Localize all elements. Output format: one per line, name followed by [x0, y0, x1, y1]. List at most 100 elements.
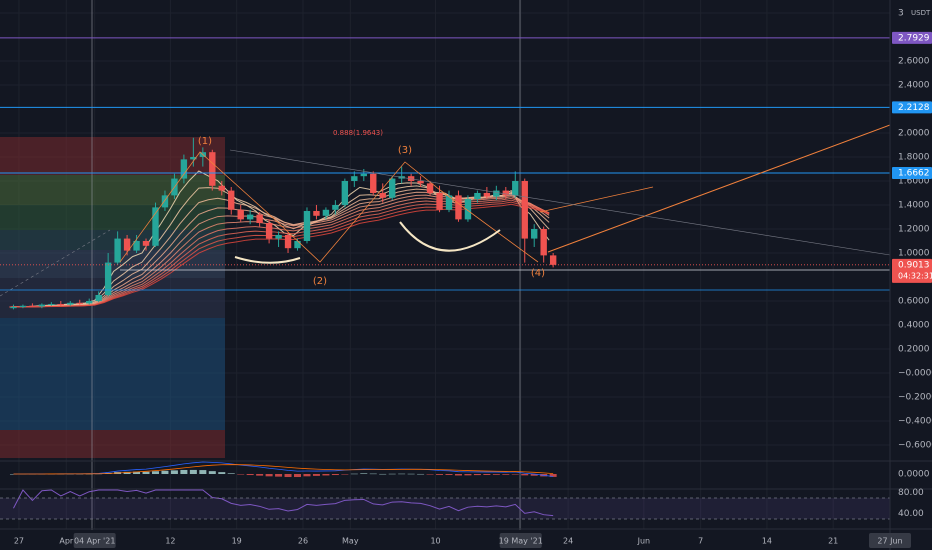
price-tag: [892, 31, 932, 44]
candle-body: [512, 180, 519, 196]
macd-bar: [341, 474, 349, 475]
fib-zone: [0, 137, 225, 175]
rsi-tick-label: 80.00: [898, 488, 924, 498]
rsi-line: [13, 489, 554, 517]
macd-bar: [369, 473, 377, 475]
rsi-tick-label: 40.00: [898, 509, 924, 519]
candle-body: [464, 198, 472, 220]
macd-bar: [294, 474, 302, 478]
fib-zone: [0, 318, 225, 430]
price-tag-label: 2.2128: [898, 103, 930, 113]
wave-label: (4): [531, 268, 545, 279]
macd-bar: [161, 470, 169, 474]
y-tick-label: 3: [898, 8, 904, 18]
macd-bar: [521, 474, 529, 476]
macd-bar: [123, 471, 131, 474]
candle-body: [540, 228, 547, 256]
candle-body: [142, 240, 150, 246]
macd-bar: [502, 474, 510, 475]
macd-bar: [142, 471, 150, 474]
y-tick-label: −0.6000: [898, 440, 932, 450]
fib-zone: [0, 230, 225, 250]
candle-body: [483, 192, 491, 197]
candle-body: [180, 159, 188, 179]
y-tick-label: 1.6000: [898, 176, 930, 186]
candle-body: [303, 210, 311, 241]
drawings: [0, 124, 891, 297]
fib-extension-label: 0.888(1.9643): [333, 129, 383, 137]
macd-bar: [379, 473, 387, 475]
y-tick-label: −0.0000: [898, 368, 932, 378]
rsi-band: [0, 498, 890, 519]
candle-body: [48, 303, 55, 305]
x-tick-label: 12: [165, 537, 175, 546]
x-tick-label: 26: [298, 537, 308, 546]
macd-bar: [246, 474, 254, 476]
trend-line: [229, 149, 891, 256]
candle-body: [549, 255, 557, 265]
x-tick-highlight: [73, 533, 116, 548]
candle-body: [86, 300, 93, 304]
axes: 3 2.6000 2.4000 2.0000 1.8000 1.6000 1.4000 1.2…: [14, 8, 932, 548]
macd-line: [13, 461, 554, 477]
price-tag-label: 1.6662: [898, 169, 930, 179]
candle-body: [10, 306, 17, 309]
fib-zone: [0, 430, 225, 458]
curve: [234, 256, 301, 264]
macd-bar: [350, 473, 358, 475]
x-tick-highlight: [869, 533, 911, 548]
macd-bar: [322, 474, 330, 476]
macd-bar: [133, 471, 141, 474]
macd-bar: [445, 474, 453, 475]
macd-bar: [284, 474, 292, 478]
macd-bar: [454, 474, 462, 476]
candle-body: [152, 207, 159, 246]
candle-body: [332, 204, 339, 210]
macd-bar: [398, 473, 406, 475]
candle-body: [531, 228, 538, 239]
x-tick-label: 19: [232, 537, 242, 546]
curve: [399, 221, 501, 252]
candle-body: [209, 152, 216, 186]
macd-bar: [151, 471, 159, 474]
candle-body: [426, 183, 434, 193]
x-tick-label: 19 May '21: [499, 537, 543, 546]
candle-body: [218, 185, 225, 191]
macd-bar: [189, 469, 197, 474]
signal-line: [13, 464, 554, 475]
trend-line: [539, 186, 654, 213]
x-tick-label: 14: [762, 537, 772, 546]
candle-body: [313, 210, 320, 216]
macd-bar: [9, 474, 17, 475]
macd-bar: [426, 474, 434, 475]
macd-bar: [227, 473, 235, 474]
macd-bar: [237, 474, 245, 475]
countdown-label: 04:32:31: [898, 271, 932, 280]
candle-body: [275, 234, 282, 239]
candle-body: [265, 222, 273, 239]
candle-body: [284, 234, 292, 249]
x-tick-label: 27: [14, 537, 24, 546]
candle-body: [417, 180, 424, 184]
y-tick-label: 2.0000: [898, 128, 930, 138]
macd-bar: [549, 474, 557, 477]
macd-bar: [417, 473, 425, 475]
candle-body: [161, 195, 169, 208]
wave-label: (3): [398, 145, 412, 156]
candle-body: [246, 214, 254, 220]
y-tick-label: 0.4000: [898, 320, 930, 330]
x-tick-highlight: [499, 533, 542, 548]
candle-body: [294, 240, 301, 249]
candle-body: [104, 262, 112, 295]
macd-bar: [180, 469, 188, 474]
y-tick-label: 1.2000: [898, 224, 930, 234]
candle-body: [351, 176, 358, 181]
candle-body: [455, 195, 462, 220]
macd-bar: [331, 474, 339, 476]
candle-body: [360, 173, 367, 177]
y-tick-label: 2.4000: [898, 80, 930, 90]
macd-bar: [265, 474, 273, 477]
x-tick-label: 27 Jun: [877, 537, 902, 546]
y-tick-label: 1.0000: [898, 248, 930, 258]
candle-body: [474, 192, 481, 199]
